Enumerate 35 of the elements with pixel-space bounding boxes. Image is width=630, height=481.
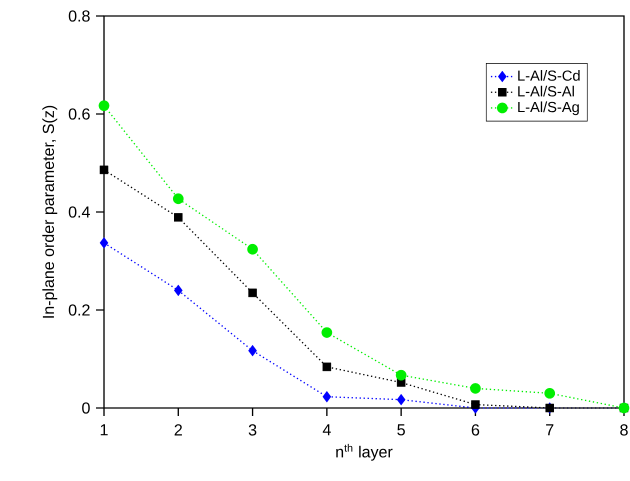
- x-tick-label: 7: [546, 424, 554, 436]
- point: [322, 327, 332, 338]
- y-tick-label: 0.2: [68, 304, 90, 316]
- point: [322, 391, 332, 402]
- point: [98, 100, 110, 112]
- x-axis-title: n$^{th}$ layer: [336, 444, 393, 461]
- x-tick-label: 8: [620, 424, 628, 436]
- point: [174, 213, 183, 222]
- point: [396, 394, 406, 406]
- x-tick-label: 6: [472, 424, 480, 436]
- y-tick-label: 0.6: [68, 108, 90, 120]
- point: [248, 345, 257, 356]
- point: [470, 383, 481, 394]
- x-tick-label: 4: [322, 424, 331, 436]
- point: [322, 362, 332, 372]
- point: [172, 193, 184, 204]
- y-axis-title: In-plane order parameter, S(z): [42, 106, 58, 318]
- y-tick-label: 0: [82, 402, 90, 414]
- legend-label: L-Al/S-Ag: [518, 101, 579, 116]
- x-tick-label: 5: [397, 424, 405, 436]
- point: [544, 388, 556, 399]
- point: [100, 166, 108, 174]
- y-tick-label: 0.4: [68, 206, 90, 218]
- legend-label: L-Al/S-Cd: [518, 70, 580, 81]
- point: [247, 244, 258, 255]
- x-tick-label: 2: [174, 424, 182, 436]
- point: [396, 370, 406, 381]
- point: [471, 400, 480, 409]
- point: [100, 237, 108, 248]
- legend-label: L-Al/S-Al: [518, 86, 574, 97]
- x-tick-label: 3: [248, 424, 256, 436]
- point: [174, 284, 183, 296]
- point: [248, 288, 257, 298]
- y-tick-label: 0.8: [68, 10, 90, 22]
- x-tick-label: 1: [100, 424, 108, 436]
